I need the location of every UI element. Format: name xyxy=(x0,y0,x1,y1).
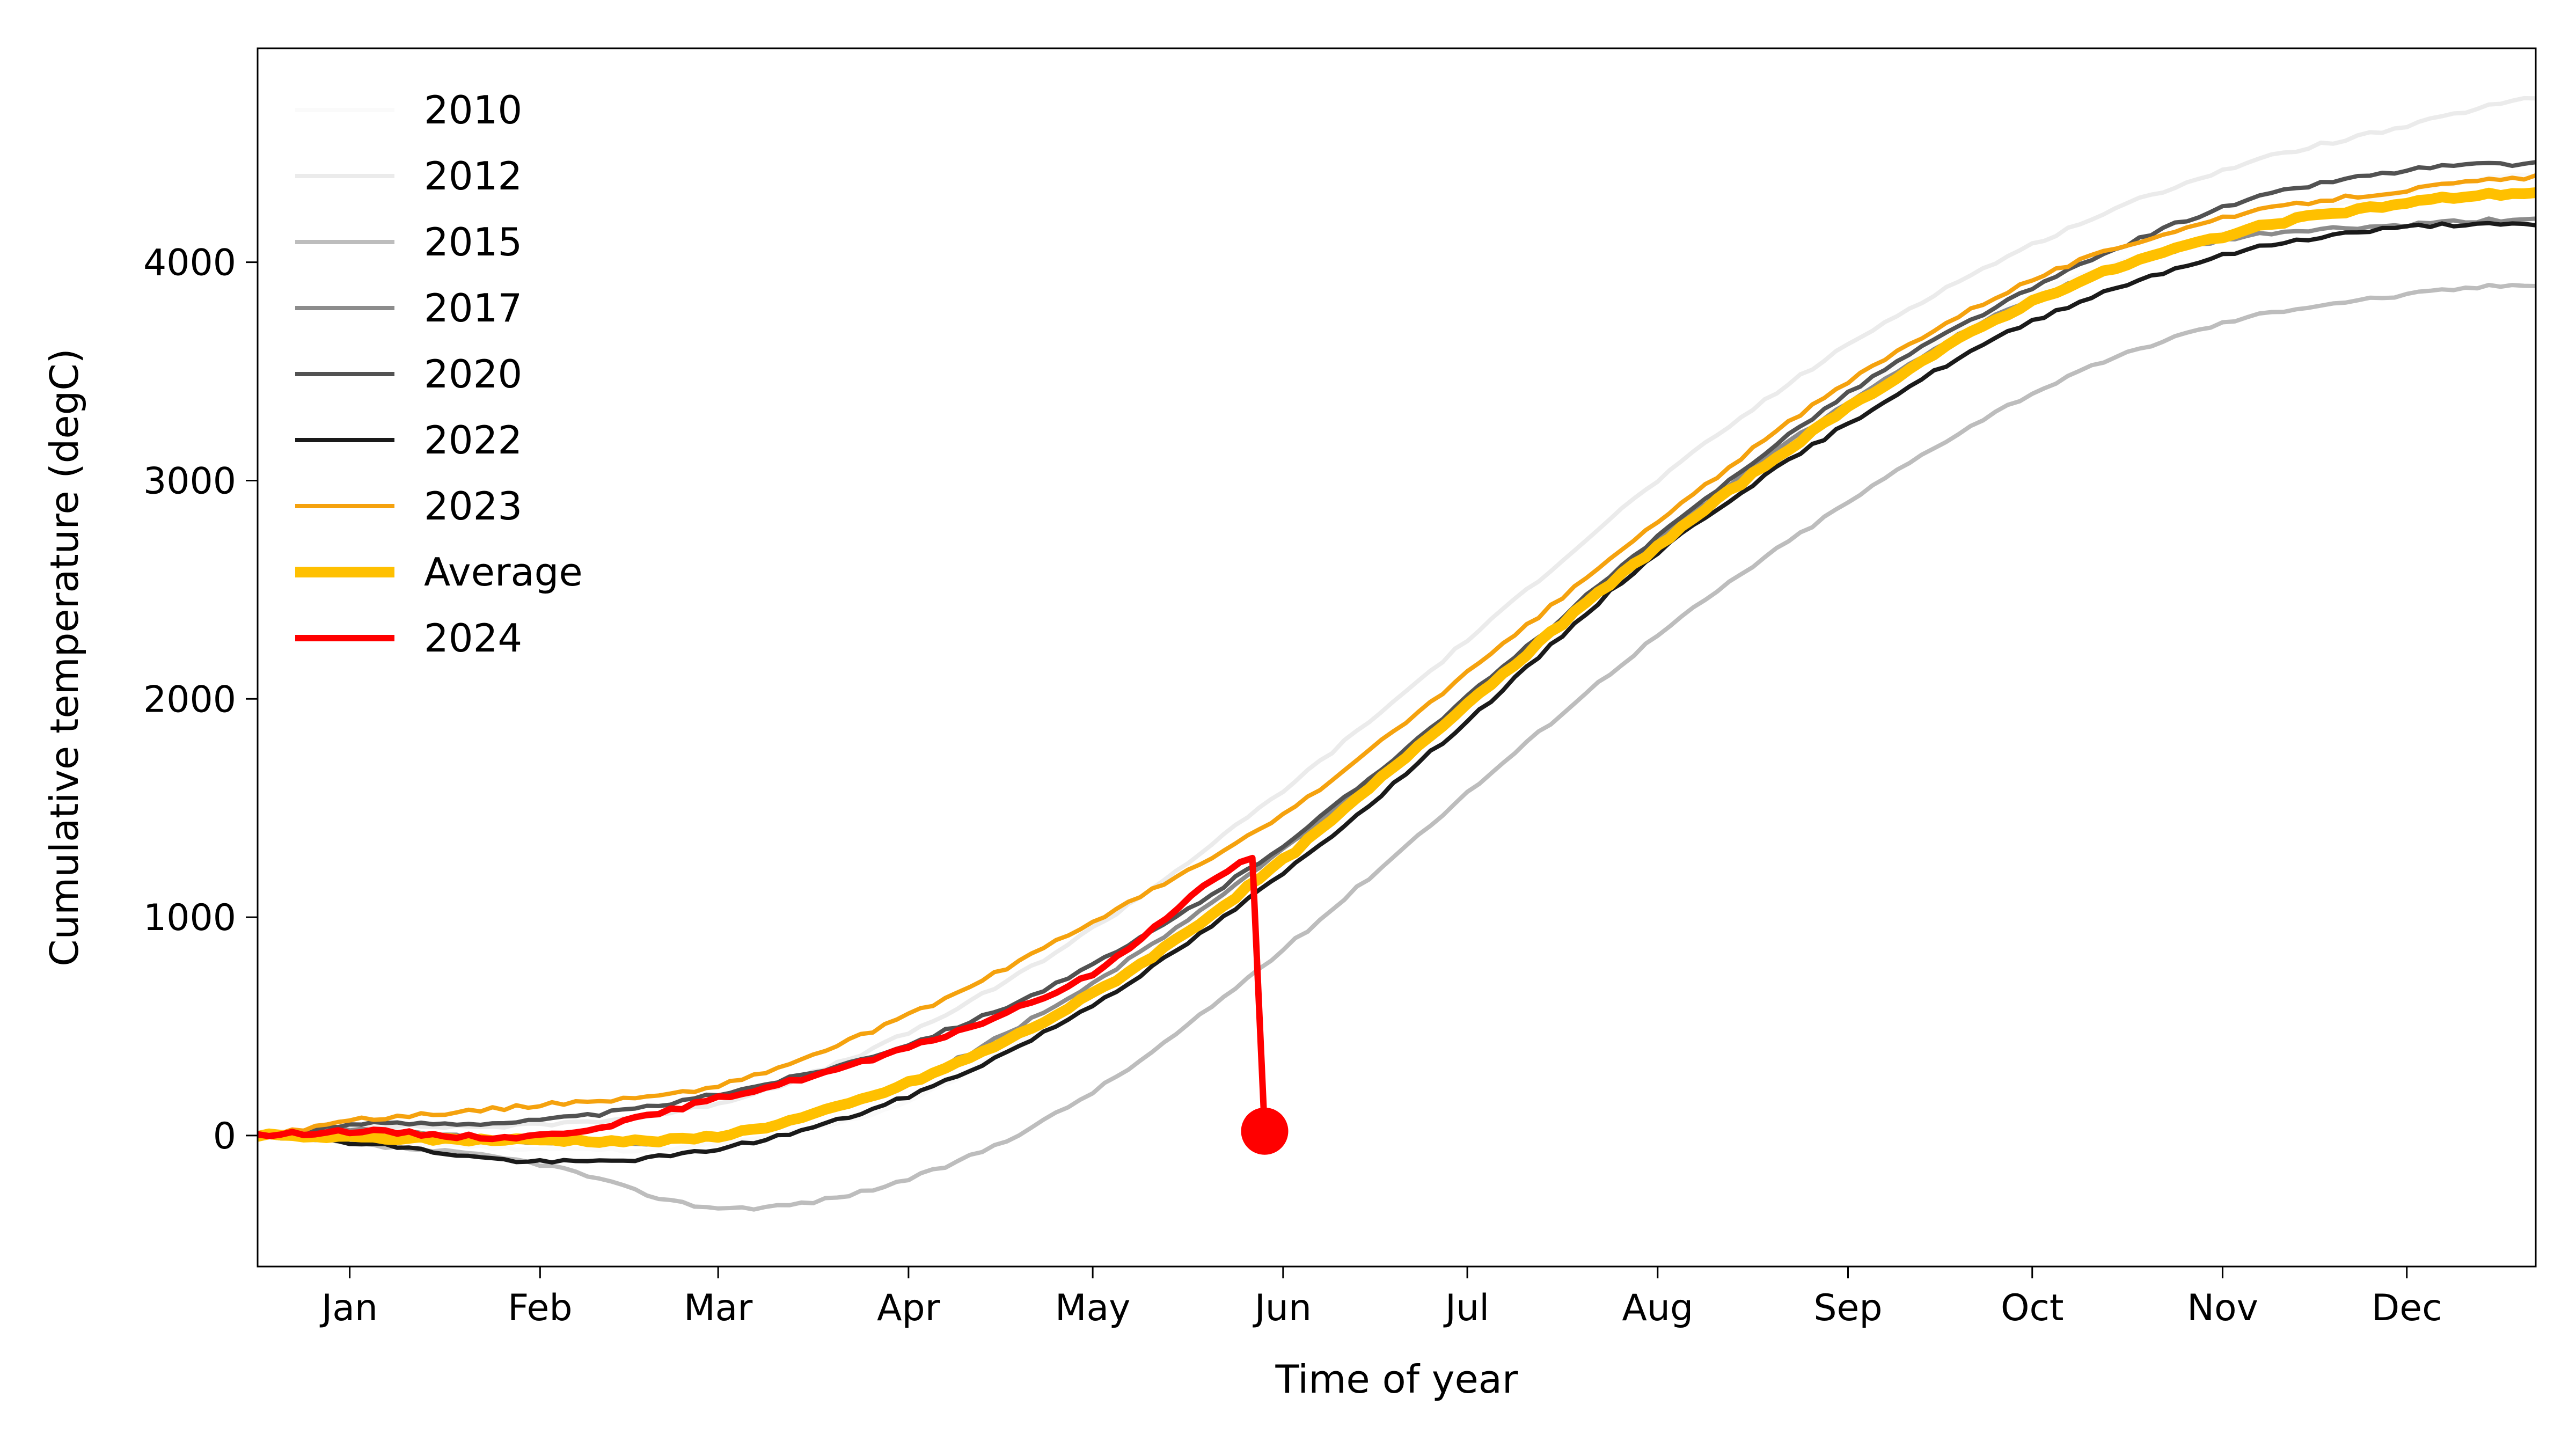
series-line-2023 xyxy=(258,173,2536,1138)
x-tick-label: Apr xyxy=(877,1287,940,1329)
legend-label-2024: 2024 xyxy=(424,616,522,661)
x-tick-label: Jul xyxy=(1443,1287,1489,1329)
x-ticks: Jan Feb Mar Apr May Jun Jul Aug Sep Oct Nov Dec xyxy=(319,1267,2442,1329)
y-axis-label: Cumulative temperature (degC) xyxy=(42,348,87,966)
legend: 2010 2012 2015 2017 2020 2022 2023 Average 2024 xyxy=(295,87,583,661)
series-line-average xyxy=(258,187,2536,1148)
x-tick-label: Jan xyxy=(319,1287,378,1329)
x-tick-label: May xyxy=(1055,1287,1131,1329)
series-line-2024 xyxy=(258,854,1268,1143)
series-line-2012 xyxy=(258,96,2536,1139)
x-tick-label: Jun xyxy=(1253,1287,1312,1329)
y-ticks: 0 1000 2000 3000 4000 xyxy=(143,242,258,1158)
series-line-2010 xyxy=(258,172,2536,1154)
plot-lines xyxy=(258,96,2536,1212)
legend-label-2023: 2023 xyxy=(424,484,522,529)
series-line-2015 xyxy=(258,283,2536,1212)
series-line-2022 xyxy=(258,221,2536,1165)
legend-label-2020: 2020 xyxy=(424,352,522,397)
x-tick-label: Dec xyxy=(2372,1287,2442,1329)
legend-label-2022: 2022 xyxy=(424,418,522,463)
x-axis-label: Time of year xyxy=(1275,1357,1518,1402)
x-tick-label: Sep xyxy=(1813,1287,1882,1329)
series-end-marker-2024 xyxy=(1241,1107,1289,1155)
y-tick-label: 1000 xyxy=(143,897,236,939)
y-tick-label: 0 xyxy=(213,1115,236,1158)
legend-label-2017: 2017 xyxy=(424,286,522,331)
y-tick-label: 2000 xyxy=(143,678,236,721)
legend-label-average: Average xyxy=(424,550,583,595)
series-line-2020 xyxy=(258,160,2536,1138)
y-tick-label: 3000 xyxy=(143,460,236,502)
y-tick-label: 4000 xyxy=(143,242,236,284)
series-line-2017 xyxy=(258,216,2536,1147)
x-tick-label: Oct xyxy=(2001,1287,2064,1329)
x-tick-label: Feb xyxy=(508,1287,572,1329)
legend-label-2012: 2012 xyxy=(424,153,522,199)
plot-frame xyxy=(257,47,2537,1268)
x-tick-label: Aug xyxy=(1622,1287,1693,1329)
x-tick-label: Mar xyxy=(684,1287,752,1329)
legend-label-2010: 2010 xyxy=(424,87,522,133)
legend-label-2015: 2015 xyxy=(424,219,522,265)
x-tick-label: Nov xyxy=(2187,1287,2258,1329)
